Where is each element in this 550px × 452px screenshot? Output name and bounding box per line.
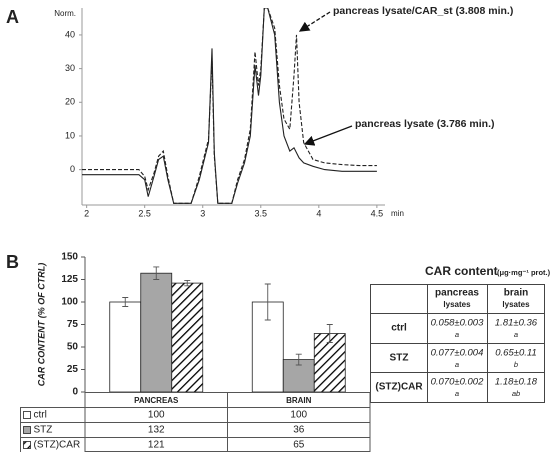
table-title: CAR content: [425, 264, 498, 278]
annotation-arrow: [298, 11, 331, 32]
error-bar: [326, 324, 333, 343]
panel-label: B: [6, 252, 19, 272]
column-sub: lysates: [443, 300, 471, 309]
x-tick-label: 4.5: [371, 208, 384, 218]
x-tick-label: 4: [316, 208, 321, 218]
y-tick-label: 0: [70, 164, 75, 174]
y-tick-label: 75: [67, 319, 79, 330]
x-tick-label: 3: [200, 208, 205, 218]
table-value: 100: [290, 410, 307, 421]
y-tick-label: 30: [65, 63, 75, 73]
category-label: BRAIN: [286, 396, 312, 405]
bar: [171, 282, 204, 393]
legend-swatch: [23, 411, 31, 419]
cell-letter: a: [455, 360, 459, 369]
y-tick-label: 150: [61, 252, 78, 263]
cell: 0.65±0.11: [495, 348, 537, 359]
cell-letter: b: [514, 360, 518, 369]
error-bar: [153, 266, 160, 280]
y-tick-label: 50: [67, 342, 79, 353]
content-table: CAR content (μg·mg⁻¹ prot.) pancreas lys…: [370, 264, 550, 403]
cell-letter: ab: [512, 389, 520, 398]
x-axis-label: min: [391, 209, 404, 218]
category-label: PANCREAS: [134, 396, 179, 405]
row-label: (STZ)CAR: [375, 382, 423, 393]
error-bar: [184, 279, 191, 287]
column-sub: lysates: [502, 300, 530, 309]
trace: [82, 8, 377, 204]
annotation: pancreas lysate (3.786 min.): [355, 118, 495, 130]
y-axis-label: CAR CONTENT (% OF CTRL): [36, 263, 46, 387]
bar: [140, 272, 173, 393]
table-value: 100: [148, 410, 165, 421]
table-value: 36: [293, 425, 305, 436]
plot-area: [82, 8, 377, 204]
bar: [109, 301, 142, 393]
table-unit: (μg·mg⁻¹ prot.): [497, 268, 550, 277]
cell: 0.077±0.004: [431, 348, 484, 359]
y-axis-label: Norm.: [54, 9, 76, 18]
row-label: STZ: [390, 353, 409, 364]
cell-letter: a: [455, 389, 459, 398]
x-tick-label: 3.5: [255, 208, 268, 218]
legend-label: ctrl: [34, 410, 47, 421]
table-value: 132: [148, 425, 165, 436]
error-bar: [295, 353, 302, 366]
y-tick-label: 100: [61, 297, 78, 308]
y-tick-label: 10: [65, 130, 75, 140]
annotation-arrow: [303, 125, 353, 146]
cell: 0.058±0.003: [431, 318, 484, 329]
cell-letter: a: [514, 330, 518, 339]
bar: [313, 333, 346, 393]
annotation: pancreas lysate/CAR_st (3.808 min.): [333, 5, 513, 17]
table-value: 65: [293, 440, 305, 451]
y-tick-label: 0: [72, 387, 78, 398]
cell: 0.070±0.002: [431, 377, 484, 388]
column-header: pancreas: [435, 288, 479, 299]
legend-label: STZ: [34, 425, 53, 436]
y-tick-label: 20: [65, 97, 75, 107]
error-bar: [122, 297, 129, 307]
legend-label: (STZ)CAR: [34, 440, 81, 451]
row-label: ctrl: [391, 323, 407, 334]
x-tick-label: 2.5: [138, 208, 151, 218]
panel-label: A: [6, 7, 19, 27]
cell: 1.18±0.18: [495, 377, 538, 388]
cell: 1.81±0.36: [495, 318, 538, 329]
x-tick-label: 2: [84, 208, 89, 218]
y-tick-label: 40: [65, 29, 75, 39]
error-bar: [264, 283, 271, 321]
table-value: 121: [148, 440, 165, 451]
legend-swatch: [23, 426, 31, 434]
y-tick-label: 25: [67, 364, 79, 375]
y-tick-label: 125: [61, 274, 78, 285]
cell-letter: a: [455, 330, 459, 339]
legend-swatch: [23, 441, 31, 449]
trace: [82, 8, 377, 204]
column-header: brain: [504, 288, 528, 299]
